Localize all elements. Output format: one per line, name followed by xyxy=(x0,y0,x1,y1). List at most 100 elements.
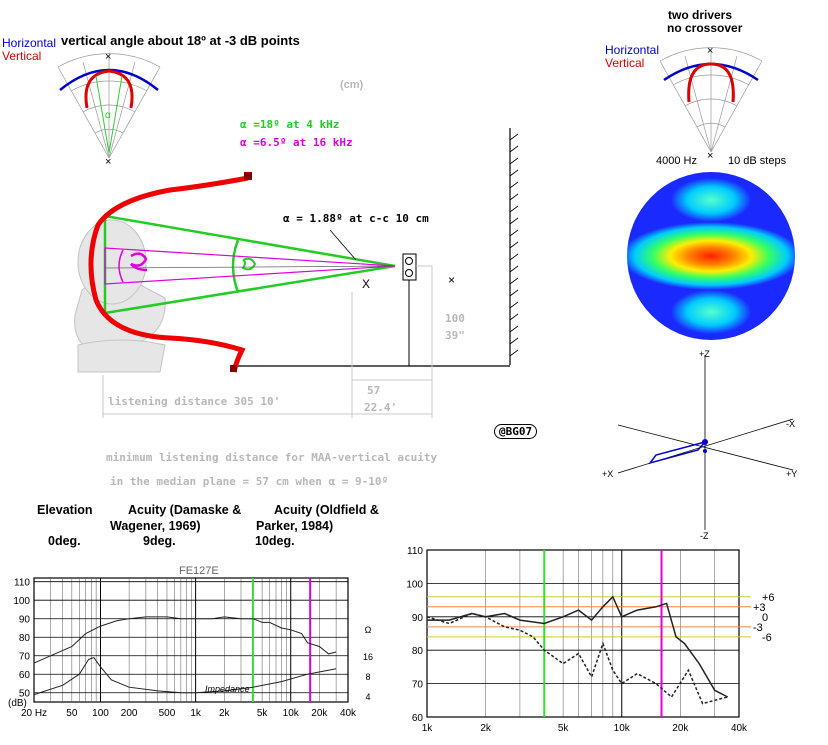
y-tick-label: 80 xyxy=(412,646,424,657)
left-legend-vertical: Vertical xyxy=(2,49,42,63)
x-tick-label: 40k xyxy=(731,723,748,734)
height-cm: 100 xyxy=(445,312,465,325)
impedance-tick-label: 8 xyxy=(365,672,370,682)
left-legend-horizontal: Horizontal xyxy=(2,36,57,50)
y-tick-label: 50 xyxy=(19,689,31,700)
alpha-green-label: α =18º at 4 kHz xyxy=(240,118,340,131)
unit-label: (cm) xyxy=(340,79,364,91)
right-polar-title-2: no crossover xyxy=(667,21,743,35)
x-tick-label: 20k xyxy=(311,708,328,719)
signature-badge: @BG07 xyxy=(494,424,538,439)
table-head-elevation: Elevation xyxy=(37,503,93,517)
near-distance-cm: 57 xyxy=(367,384,381,397)
svg-text:×: × xyxy=(707,150,713,160)
reference-level-label: +6 xyxy=(762,592,775,604)
series-line-1 xyxy=(427,595,729,698)
y-tick-label: 90 xyxy=(412,613,424,624)
table-value-elevation: 0deg. xyxy=(48,534,81,548)
y-axis-label: (dB) xyxy=(8,698,27,709)
series-line-2 xyxy=(33,657,337,696)
directivity-balloon xyxy=(627,172,795,340)
y-tick-label: 100 xyxy=(13,596,30,607)
fe127e-response-chart: FE127E 110 100 90 80 70 60 50 20 Hz 50 100 200 500 1… xyxy=(8,565,373,719)
left-alpha-label: α xyxy=(105,110,111,121)
height-in: 39" xyxy=(445,329,465,342)
x-tick-label: 10k xyxy=(614,723,631,734)
right-vertical-curve xyxy=(687,62,735,103)
x-tick-label: 200 xyxy=(121,708,138,719)
x-tick-label: 5k xyxy=(257,708,269,719)
x-tick-label: 20 Hz xyxy=(21,708,47,719)
axes-3d: +Z -Z -X +X +Y xyxy=(602,349,797,541)
near-distance-ft: 22.4' xyxy=(364,401,398,414)
axis-z-plus: +Z xyxy=(699,349,710,359)
alpha-magenta-label: α =6.5º at 16 kHz xyxy=(240,136,353,149)
table-head-damaske-1: Acuity (Damaske & xyxy=(128,503,242,517)
svg-text:×: × xyxy=(105,51,111,63)
left-vertical-curve xyxy=(84,69,134,109)
impedance-tick-label: 4 xyxy=(365,692,370,702)
x-tick-label: 20k xyxy=(672,723,689,734)
balloon-freq: 4000 Hz xyxy=(656,155,697,167)
table-head-damaske-2: Wagener, 1969) xyxy=(110,519,201,533)
y-tick-label: 110 xyxy=(407,546,423,557)
svg-text:×: × xyxy=(105,156,111,166)
table-value-damaske: 9deg. xyxy=(143,534,176,548)
left-polar-title: vertical angle about 18º at -3 dB points xyxy=(61,33,300,48)
right-polar-title-1: two drivers xyxy=(668,8,733,22)
x-tick-label: 2k xyxy=(219,708,231,719)
x-tick-label: 40k xyxy=(340,708,357,719)
x-tick-label: 500 xyxy=(159,708,176,719)
x-tick-label: 1k xyxy=(190,708,202,719)
axis-x-minus: -X xyxy=(786,419,795,429)
x-tick-label: 1k xyxy=(422,723,434,734)
listener-x-mark: X xyxy=(362,277,370,291)
vertical-polar-curve xyxy=(88,175,249,373)
y-tick-label: 70 xyxy=(412,680,424,691)
table-value-oldfield: 10deg. xyxy=(255,534,295,548)
reference-level-label: 0 xyxy=(762,612,768,624)
table-head-oldfield-2: Parker, 1984) xyxy=(256,519,334,533)
reference-level-label: -3 xyxy=(753,622,763,634)
axis-z-minus: -Z xyxy=(700,531,709,541)
impedance-label: Impedance xyxy=(205,684,250,694)
axis-x-plus: +X xyxy=(602,469,613,479)
reference-level-label: +3 xyxy=(753,602,766,614)
x-tick-label: 10k xyxy=(283,708,300,719)
alpha-cc-label: α = 1.88º at c-c 10 cm xyxy=(283,212,429,225)
series-line-2 xyxy=(426,612,728,705)
y-tick-label: 60 xyxy=(19,670,31,681)
series-line-1 xyxy=(33,616,337,664)
impedance-tick-label: Ω xyxy=(365,625,372,635)
x-tick-label: 5k xyxy=(558,723,570,734)
y-tick-label: 90 xyxy=(19,615,31,626)
right-legend-vertical: Vertical xyxy=(605,56,645,70)
note-line-2: in the median plane = 57 cm when α = 9-1… xyxy=(110,475,389,488)
note-line-1: minimum listening distance for MAA-verti… xyxy=(106,451,438,464)
plot-frame xyxy=(426,549,740,718)
reference-level-label: -6 xyxy=(762,632,772,644)
table-head-oldfield-1: Acuity (Oldfield & xyxy=(274,503,379,517)
y-tick-label: 100 xyxy=(406,579,423,590)
y-tick-label: 80 xyxy=(19,633,31,644)
right-legend-horizontal: Horizontal xyxy=(605,43,660,57)
y-tick-label: 60 xyxy=(412,713,424,724)
left-polar-plot: α × × xyxy=(57,51,161,166)
chart-title: FE127E xyxy=(179,565,219,577)
plot-frame xyxy=(33,577,349,703)
impedance-tick-label: 16 xyxy=(363,652,373,662)
y-tick-label: 110 xyxy=(14,578,30,589)
y-tick-label: 70 xyxy=(19,652,31,663)
x-tick-label: 50 xyxy=(66,708,78,719)
listener-figure xyxy=(74,219,166,373)
balloon-steps: 10 dB steps xyxy=(728,155,787,167)
listening-distance-label: listening distance 305 10' xyxy=(108,395,281,408)
x-tick-label: 2k xyxy=(480,723,492,734)
listening-geometry-diagram: X × xyxy=(74,128,519,418)
x-tick-label: 100 xyxy=(92,708,109,719)
right-polar-plot: × × xyxy=(659,45,763,160)
svg-text:×: × xyxy=(707,45,713,57)
axis-y-plus: +Y xyxy=(786,469,797,479)
svg-text:×: × xyxy=(448,273,455,287)
